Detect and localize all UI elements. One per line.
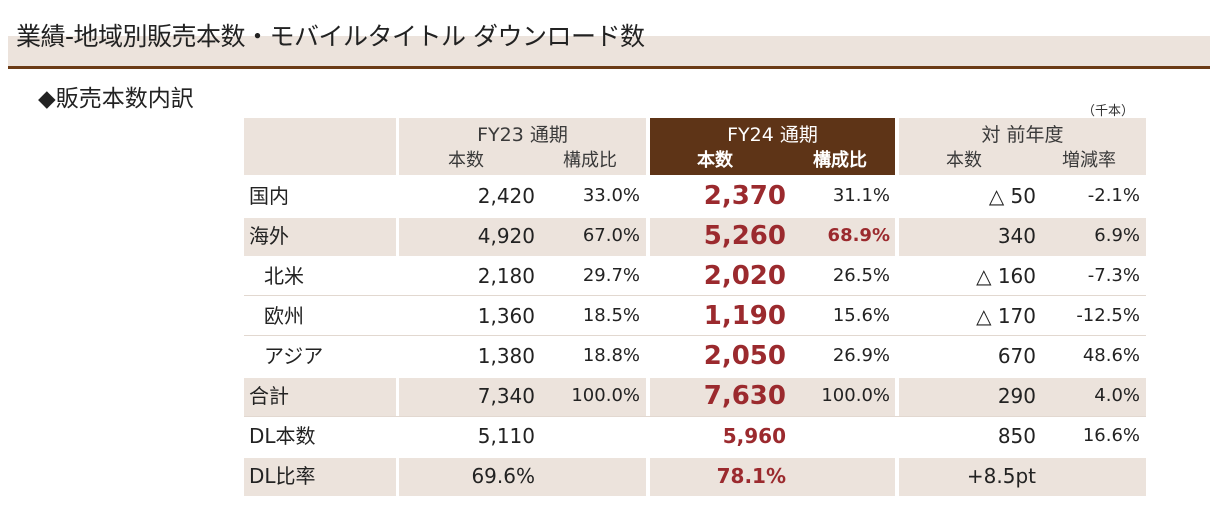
row-sep-thin <box>244 416 1146 417</box>
fy24-units-cell: 2,050 <box>703 341 786 371</box>
yoy-units-cell: △ 160 <box>976 264 1036 288</box>
fy23-ratio-cell: 29.7% <box>582 265 640 286</box>
fy23-ratio-cell: 33.0% <box>582 185 640 206</box>
fy24-ratio-cell: 15.6% <box>832 305 890 326</box>
row-total-bg <box>244 376 1146 416</box>
row-sep <box>244 216 1146 218</box>
yoy-header-bg <box>899 118 1146 175</box>
fy24-ratio-cell: 31.1% <box>832 185 890 206</box>
title-band <box>8 36 1210 66</box>
fy23-header-bg <box>399 118 646 175</box>
page-title: 業績-地域別販売本数・モバイルタイトル ダウンロード数 <box>16 22 645 51</box>
fy23-ratio-cell: 100.0% <box>571 385 640 406</box>
yoy-rate-cell: 16.6% <box>1082 425 1140 446</box>
fy24-header: FY24 通期 <box>727 124 818 146</box>
col-sep-3 <box>895 118 899 498</box>
fy24-ratio-cell: 100.0% <box>821 385 890 406</box>
col-sep-1 <box>396 118 399 498</box>
yoy-rate-cell: 48.6% <box>1082 345 1140 366</box>
fy24-units-cell: 1,190 <box>703 301 786 331</box>
fy23-units-cell: 7,340 <box>477 384 535 408</box>
fy24-units-cell: 2,370 <box>703 181 786 211</box>
fy24-ratio-cell: 26.9% <box>832 345 890 366</box>
row-sep <box>244 456 1146 458</box>
row-dl-ratio-bg <box>244 456 1146 496</box>
yoy-units-cell: +8.5pt <box>966 464 1036 488</box>
yoy-units-cell: 850 <box>997 424 1036 448</box>
row-sep-thin <box>244 295 1146 296</box>
fy23-units-cell: 2,180 <box>477 264 535 288</box>
row-label-asia: アジア <box>264 344 324 368</box>
yoy-header: 対 前年度 <box>981 124 1064 146</box>
yoy-units-cell: 290 <box>997 384 1036 408</box>
fy24-units-cell: 7,630 <box>703 381 786 411</box>
fy23-ratio-cell: 18.5% <box>582 305 640 326</box>
row-label-dl-ratio: DL比率 <box>249 464 316 488</box>
row-label-overseas: 海外 <box>249 224 289 248</box>
fy24-ratio-cell: 68.9% <box>827 225 890 246</box>
yoy-units-cell: △ 50 <box>988 184 1036 208</box>
row-sep-thin <box>244 335 1146 336</box>
fy24-units-cell: 5,960 <box>722 424 786 448</box>
row-label-total: 合計 <box>249 384 289 408</box>
fy23-ratio-cell: 18.8% <box>582 345 640 366</box>
fy23-units-cell: 1,380 <box>477 344 535 368</box>
fy23-units-cell: 69.6% <box>471 464 535 488</box>
row-label-europe: 欧州 <box>264 304 304 328</box>
yoy-units-cell: 670 <box>997 344 1036 368</box>
fy23-units-cell: 5,110 <box>477 424 535 448</box>
yoy-units-cell: △ 170 <box>976 304 1036 328</box>
yoy-units-header: 本数 <box>946 150 982 171</box>
fy24-units-cell: 2,020 <box>703 261 786 291</box>
row-label-domestic: 国内 <box>249 184 289 208</box>
fy24-units-cell: 78.1% <box>716 464 786 488</box>
row-overseas-bg <box>244 216 1146 256</box>
header-corner <box>244 118 396 175</box>
fy24-ratio-header: 構成比 <box>813 150 867 171</box>
title-underline <box>8 66 1210 69</box>
fy23-units-cell: 1,360 <box>477 304 535 328</box>
section-title: ◆販売本数内訳 <box>38 86 194 112</box>
row-label-north-america: 北米 <box>264 264 304 288</box>
fy23-units-cell: 4,920 <box>477 224 535 248</box>
yoy-rate-cell: 6.9% <box>1094 225 1140 246</box>
fy24-units-cell: 5,260 <box>703 221 786 251</box>
yoy-rate-cell: -12.5% <box>1076 305 1140 326</box>
fy23-ratio-header: 構成比 <box>563 150 617 171</box>
yoy-units-cell: 340 <box>997 224 1036 248</box>
fy23-ratio-cell: 67.0% <box>582 225 640 246</box>
unit-note: （千本） <box>1082 104 1135 119</box>
yoy-rate-cell: -2.1% <box>1087 185 1140 206</box>
fy24-header-bg <box>650 118 895 175</box>
fy24-ratio-cell: 26.5% <box>832 265 890 286</box>
row-sep <box>244 376 1146 378</box>
yoy-rate-cell: 4.0% <box>1094 385 1140 406</box>
fy24-units-header: 本数 <box>697 150 733 171</box>
col-sep-2 <box>646 118 650 498</box>
fy23-units-header: 本数 <box>448 150 484 171</box>
fy23-units-cell: 2,420 <box>477 184 535 208</box>
fy23-header: FY23 通期 <box>477 124 568 146</box>
row-label-dl-count: DL本数 <box>249 424 316 448</box>
yoy-rate-header: 増減率 <box>1062 150 1116 171</box>
yoy-rate-cell: -7.3% <box>1087 265 1140 286</box>
